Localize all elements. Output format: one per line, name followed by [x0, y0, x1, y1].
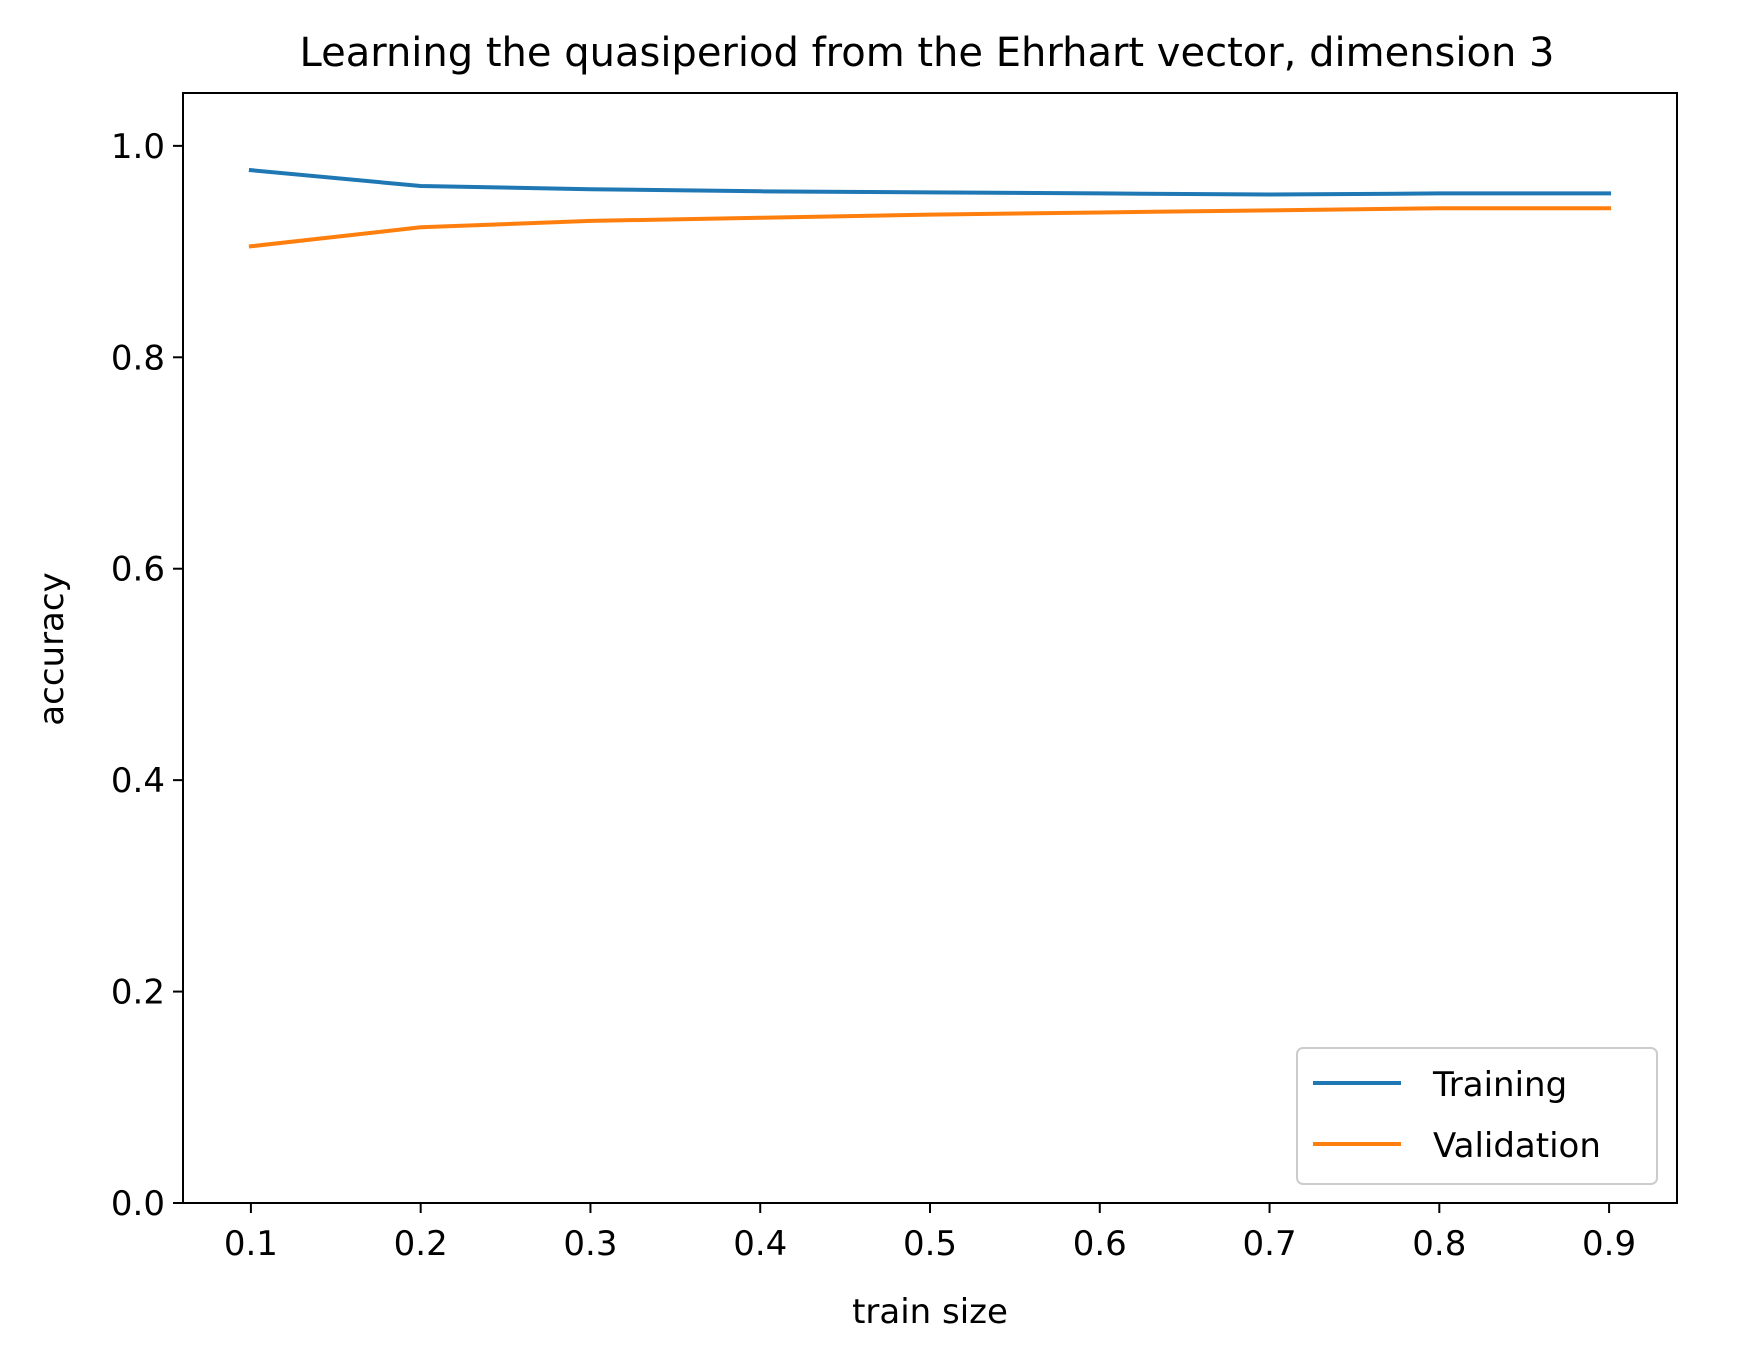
x-tick-label: 0.3	[563, 1224, 617, 1264]
x-tick-label: 0.9	[1582, 1224, 1636, 1264]
chart-title: Learning the quasiperiod from the Ehrhar…	[300, 30, 1555, 76]
y-axis-ticks: 0.0 0.2 0.4 0.6 0.8 1.0	[111, 127, 183, 1224]
x-tick-label: 0.7	[1243, 1224, 1297, 1264]
x-tick-label: 0.6	[1073, 1224, 1127, 1264]
x-tick-label: 0.5	[903, 1224, 957, 1264]
y-tick-label: 0.8	[111, 338, 165, 378]
x-axis-label: train size	[852, 1292, 1008, 1332]
x-axis-ticks: 0.1 0.2 0.3 0.4 0.5 0.6 0.7 0.8 0.9	[224, 1203, 1636, 1264]
y-tick-label: 0.6	[111, 550, 165, 590]
x-tick-label: 0.4	[733, 1224, 787, 1264]
x-tick-label: 0.2	[394, 1224, 448, 1264]
x-tick-label: 0.8	[1412, 1224, 1466, 1264]
y-tick-label: 1.0	[111, 127, 165, 167]
series-line-training	[248, 167, 1612, 197]
legend-label-training: Training	[1432, 1065, 1567, 1105]
series-line-validation	[248, 206, 1612, 249]
series-lines	[248, 167, 1612, 249]
y-axis-label: accuracy	[32, 572, 72, 725]
legend: Training Validation	[1296, 1047, 1658, 1185]
legend-label-validation: Validation	[1433, 1126, 1601, 1166]
y-tick-label: 0.2	[111, 973, 165, 1013]
y-tick-label: 0.0	[111, 1184, 165, 1224]
y-tick-label: 0.4	[111, 761, 165, 801]
plot-area-frame	[182, 92, 1678, 1204]
x-tick-label: 0.1	[224, 1224, 278, 1264]
